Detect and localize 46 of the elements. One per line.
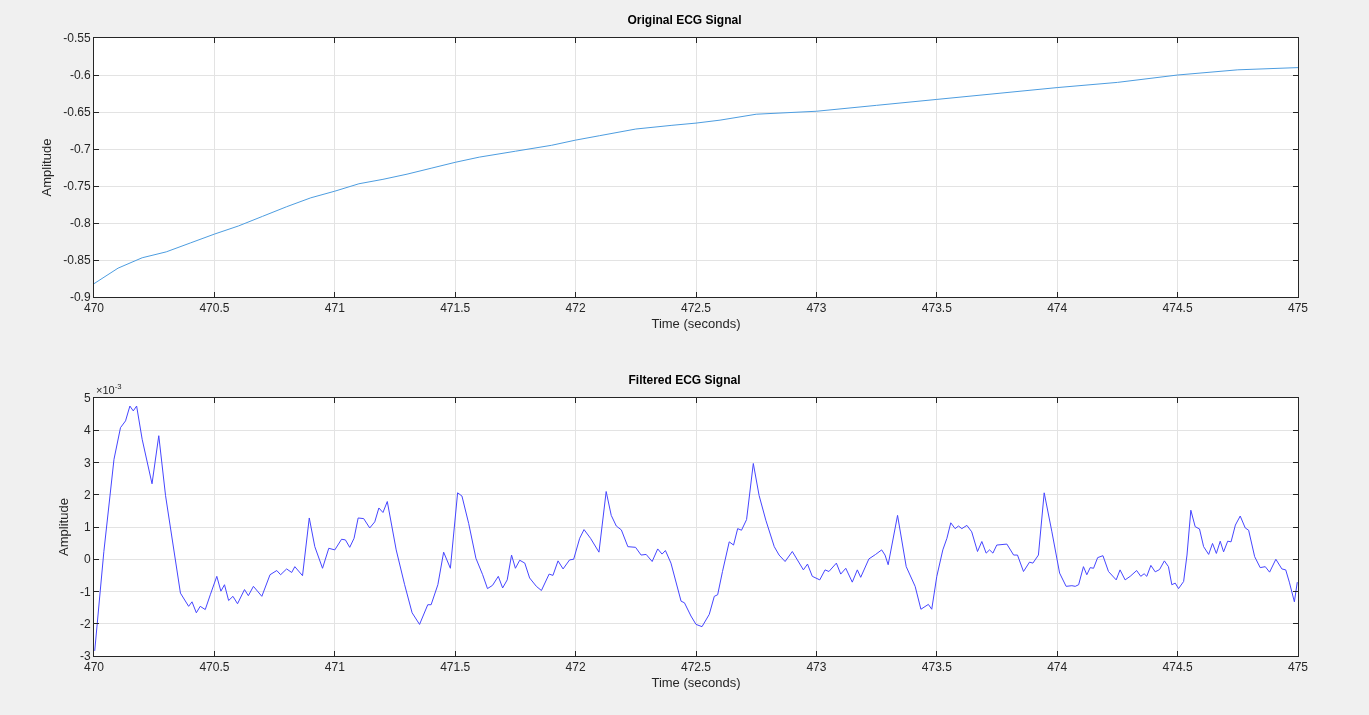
y-axis-title: Amplitude (39, 138, 55, 197)
line-series (94, 405, 1298, 652)
x-tick-label: 471.5 (440, 301, 471, 316)
y-tick-label: -0.75 (63, 179, 91, 194)
y-tick-label: 5 (83, 391, 91, 406)
x-tick-label: 472.5 (680, 301, 712, 316)
x-tick-label: 475 (1287, 301, 1309, 316)
y-tick-label: 4 (83, 423, 91, 438)
x-tick-label: 473 (806, 301, 827, 316)
y-tick-label: 3 (83, 455, 91, 470)
x-axis-title: Time (seconds) (651, 316, 741, 331)
x-tick-label: 471 (324, 660, 346, 675)
y-tick-label: -0.65 (63, 105, 91, 120)
x-tick-label: 473.5 (921, 301, 953, 316)
x-tick-label: 470.5 (199, 301, 230, 316)
y-tick-label: 0 (83, 552, 91, 567)
x-tick-label: 470.5 (199, 660, 230, 675)
x-tick-label: 472 (565, 660, 586, 675)
x-tick-label: 471.5 (440, 660, 471, 675)
y-tick-label: -1 (79, 584, 91, 599)
x-tick-label: 472 (565, 301, 586, 316)
y-tick-label: -0.6 (69, 68, 91, 83)
x-tick-label: 472.5 (680, 660, 712, 675)
x-tick-label: 474 (1047, 660, 1068, 675)
x-tick-label: 471 (324, 301, 346, 316)
x-axis-title: Time (seconds) (651, 675, 741, 690)
line-series (94, 67, 1298, 285)
x-tick-label: 470 (83, 301, 105, 316)
y-tick-label: 1 (83, 520, 91, 535)
text: ×10$^{-3}$ (96, 382, 122, 396)
y-tick-label: -0.7 (69, 142, 91, 157)
x-tick-label: 474.5 (1162, 301, 1193, 316)
y-tick-label: -2 (79, 616, 91, 631)
y-tick-label: -0.85 (63, 253, 91, 268)
chart-title: Filtered ECG Signal (628, 373, 741, 387)
y-tick-label: 2 (83, 487, 91, 502)
y-axis-title: Amplitude (55, 498, 71, 556)
x-tick-label: 470 (83, 660, 105, 675)
x-tick-label: 475 (1287, 660, 1309, 675)
x-tick-label: 474.5 (1162, 660, 1193, 675)
chart-title: Original ECG Signal (627, 13, 742, 27)
y-tick-label: -0.55 (63, 31, 91, 46)
y-tick-label: -0.8 (69, 216, 91, 231)
x-tick-label: 473 (806, 660, 827, 675)
x-tick-label: 473.5 (921, 660, 953, 675)
x-tick-label: 474 (1047, 301, 1068, 316)
